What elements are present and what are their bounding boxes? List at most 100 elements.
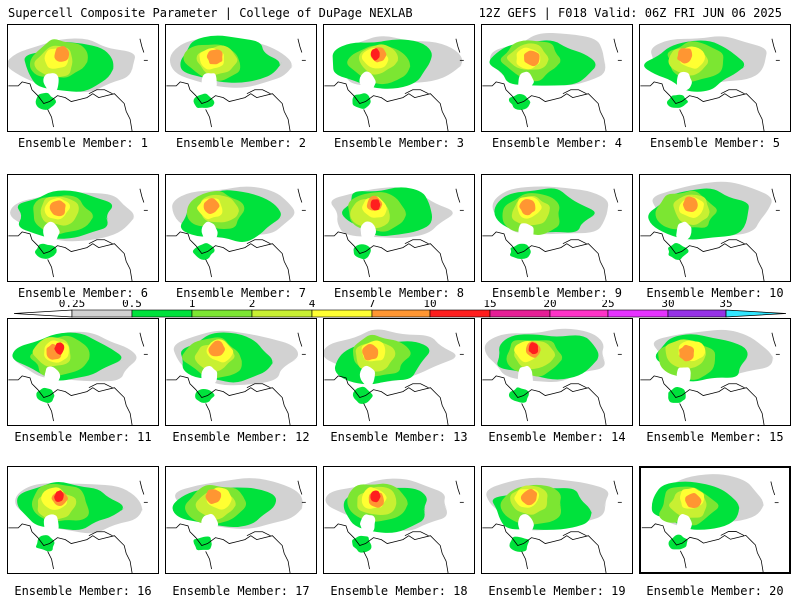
scp-contour	[192, 243, 215, 260]
scp-gap	[518, 514, 535, 534]
ensemble-panel-4[interactable]	[481, 24, 633, 132]
colorbar-segment	[371, 309, 431, 318]
scp-map	[482, 186, 622, 281]
scp-contour	[370, 199, 381, 211]
scp-gap	[201, 73, 217, 93]
coastline	[8, 188, 145, 281]
scp-contour	[370, 490, 381, 503]
colorbar-segment	[489, 309, 551, 318]
scp-contour	[509, 243, 532, 259]
colorbar-tick-label: 2	[249, 300, 256, 310]
scp-contour	[519, 199, 536, 216]
scp-map	[482, 477, 622, 573]
scp-contour	[524, 50, 540, 67]
scp-contour	[666, 94, 689, 108]
ensemble-panel-18[interactable]	[323, 466, 475, 574]
scp-gap	[43, 514, 59, 535]
ensemble-panel-20[interactable]	[639, 466, 791, 574]
scp-gap	[517, 365, 533, 385]
ensemble-label-17: Ensemble Member: 17	[172, 584, 310, 598]
colorbar-segment	[251, 309, 313, 318]
scp-gap	[201, 221, 218, 243]
ensemble-panel-16[interactable]	[7, 466, 159, 574]
ensemble-panel-8[interactable]	[323, 174, 475, 282]
scp-contour	[679, 344, 695, 362]
coastline	[324, 38, 461, 131]
scp-map	[166, 478, 306, 573]
colorbar-arrow-high	[725, 309, 786, 318]
ensemble-panel-2[interactable]	[165, 24, 317, 132]
ensemble-panel-15[interactable]	[639, 318, 791, 426]
ensemble-panel-12[interactable]	[165, 318, 317, 426]
scp-contour	[193, 536, 212, 551]
ensemble-label-7: Ensemble Member: 7	[175, 286, 307, 300]
ensemble-label-1: Ensemble Member: 1	[17, 136, 149, 150]
ensemble-label-14: Ensemble Member: 14	[488, 430, 626, 444]
ensemble-panel-11[interactable]	[7, 318, 159, 426]
scp-contour	[353, 244, 371, 260]
scp-map	[640, 329, 780, 425]
ensemble-panel-3[interactable]	[323, 24, 475, 132]
scp-map	[166, 330, 306, 425]
ensemble-label-6: Ensemble Member: 6	[17, 286, 149, 300]
scp-contour	[682, 196, 698, 213]
colorbar-segment	[191, 309, 253, 318]
ensemble-panel-9[interactable]	[481, 174, 633, 282]
scp-contour	[193, 93, 215, 108]
scp-gap	[676, 514, 693, 533]
colorbar-tick-label: 1	[189, 300, 196, 310]
scp-gap	[201, 366, 218, 387]
ensemble-panel-6[interactable]	[7, 174, 159, 282]
scp-contour	[508, 93, 531, 110]
scp-gap	[44, 366, 61, 385]
colorbar-segment	[71, 309, 133, 318]
ensemble-panel-13[interactable]	[323, 318, 475, 426]
ensemble-label-20: Ensemble Member: 20	[646, 584, 784, 598]
coastline	[482, 188, 619, 281]
scp-contour	[352, 386, 374, 404]
scp-gap	[360, 514, 376, 534]
ensemble-label-2: Ensemble Member: 2	[175, 136, 307, 150]
scp-gap	[518, 71, 535, 93]
scp-contour	[508, 387, 529, 403]
ensemble-label-19: Ensemble Member: 19	[488, 584, 626, 598]
scp-contour	[370, 48, 380, 61]
scp-contour	[668, 534, 688, 550]
coastline	[640, 188, 777, 281]
scp-map	[324, 36, 465, 131]
ensemble-label-11: Ensemble Member: 11	[14, 430, 152, 444]
ensemble-label-8: Ensemble Member: 8	[333, 286, 465, 300]
ensemble-label-16: Ensemble Member: 16	[14, 584, 152, 598]
scp-contour	[520, 488, 538, 506]
scp-map	[640, 36, 780, 131]
scp-contour	[352, 93, 372, 109]
ensemble-panel-10[interactable]	[639, 174, 791, 282]
coastline	[482, 480, 619, 573]
chart-title: Supercell Composite Parameter | College …	[8, 6, 413, 20]
ensemble-panel-17[interactable]	[165, 466, 317, 574]
ensemble-panel-14[interactable]	[481, 318, 633, 426]
colorbar-segment	[429, 309, 491, 318]
colorbar-tick-label: 7	[369, 300, 376, 310]
scp-contour	[352, 535, 372, 553]
ensemble-label-12: Ensemble Member: 12	[172, 430, 310, 444]
scp-contour	[36, 387, 55, 403]
colorbar-tick-label: 35	[719, 300, 732, 310]
coastline	[166, 38, 303, 131]
colorbar-tick-label: 30	[661, 300, 674, 310]
scp-gap	[359, 71, 377, 92]
ensemble-panel-5[interactable]	[639, 24, 791, 132]
scp-contour	[208, 340, 226, 357]
scp-contour	[34, 243, 57, 259]
coastline	[8, 332, 145, 425]
scp-contour	[206, 49, 223, 65]
coastline	[166, 188, 303, 281]
colorbar-arrow-low	[14, 309, 73, 318]
scp-map	[166, 35, 306, 131]
scp-map	[8, 480, 148, 573]
ensemble-panel-19[interactable]	[481, 466, 633, 574]
colorbar: 0.25 0.5 1 2 4 7 10 15 20 25 30 35	[14, 300, 786, 318]
ensemble-panel-7[interactable]	[165, 174, 317, 282]
ensemble-panel-1[interactable]	[7, 24, 159, 132]
colorbar-tick-label: 0.25	[59, 300, 86, 310]
